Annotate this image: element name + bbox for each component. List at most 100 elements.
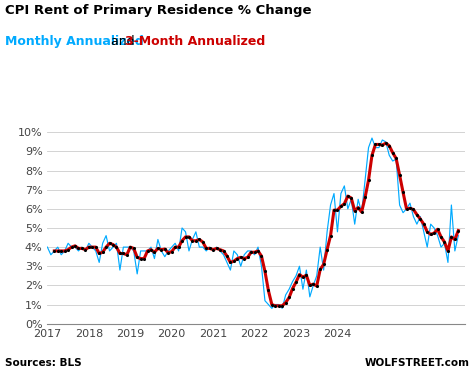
Point <box>410 206 417 212</box>
Point <box>172 244 179 250</box>
Point <box>109 241 117 247</box>
Point <box>182 234 189 240</box>
Point <box>247 249 255 255</box>
Point <box>140 256 148 262</box>
Point <box>133 254 141 260</box>
Point <box>444 248 452 254</box>
Point <box>313 283 320 289</box>
Point <box>382 140 390 146</box>
Point <box>161 246 169 252</box>
Point <box>99 249 107 255</box>
Point <box>302 272 310 278</box>
Point <box>164 250 172 256</box>
Point <box>375 141 383 147</box>
Point <box>196 237 203 243</box>
Point <box>119 250 127 256</box>
Point <box>237 254 245 260</box>
Point <box>337 203 345 209</box>
Point <box>441 239 448 245</box>
Point <box>365 177 372 183</box>
Point <box>106 240 113 246</box>
Point <box>92 244 100 250</box>
Point <box>379 142 386 148</box>
Point <box>278 303 286 309</box>
Point <box>330 207 338 213</box>
Point <box>396 172 403 178</box>
Point <box>175 244 182 250</box>
Point <box>210 247 217 253</box>
Point <box>71 243 79 249</box>
Point <box>251 249 258 255</box>
Point <box>258 253 265 259</box>
Point <box>323 247 331 253</box>
Text: CPI Rent of Primary Residence % Change: CPI Rent of Primary Residence % Change <box>5 4 311 17</box>
Point <box>85 244 92 250</box>
Point <box>154 246 162 251</box>
Point <box>168 248 175 254</box>
Point <box>437 234 445 240</box>
Point <box>199 239 207 245</box>
Point <box>334 207 341 213</box>
Point <box>455 228 462 234</box>
Point <box>82 247 89 253</box>
Point <box>230 258 237 264</box>
Point <box>61 248 68 254</box>
Point <box>406 205 414 211</box>
Point <box>427 231 435 237</box>
Point <box>54 248 62 254</box>
Point <box>310 281 317 287</box>
Point <box>75 246 82 251</box>
Point <box>254 248 262 254</box>
Point <box>123 252 131 258</box>
Point <box>447 234 455 240</box>
Point <box>264 288 272 294</box>
Point <box>417 216 424 222</box>
Point <box>320 262 328 267</box>
Point <box>451 237 459 243</box>
Point <box>434 226 441 232</box>
Point <box>423 229 431 235</box>
Point <box>340 201 348 207</box>
Point <box>130 246 137 251</box>
Point <box>116 250 124 256</box>
Point <box>399 189 407 195</box>
Point <box>137 256 145 262</box>
Point <box>244 254 252 260</box>
Point <box>285 295 293 301</box>
Point <box>282 299 290 305</box>
Point <box>227 259 234 265</box>
Point <box>413 212 420 218</box>
Point <box>351 208 358 214</box>
Text: WOLFSTREET.com: WOLFSTREET.com <box>364 358 469 368</box>
Point <box>275 303 283 309</box>
Point <box>347 195 355 201</box>
Point <box>430 230 438 236</box>
Text: and: and <box>107 35 138 48</box>
Text: Sources: BLS: Sources: BLS <box>5 358 82 368</box>
Point <box>234 256 241 262</box>
Point <box>296 272 303 278</box>
Text: Monthly Annualized: Monthly Annualized <box>5 35 144 48</box>
Point <box>306 282 314 288</box>
Point <box>292 279 300 285</box>
Point <box>202 246 210 251</box>
Point <box>344 193 352 199</box>
Point <box>57 248 65 254</box>
Point <box>95 250 103 256</box>
Point <box>420 221 428 227</box>
Point <box>157 247 165 253</box>
Point <box>272 303 279 309</box>
Point <box>220 248 228 254</box>
Point <box>147 247 155 253</box>
Point <box>389 150 396 156</box>
Point <box>68 244 75 250</box>
Point <box>355 205 362 211</box>
Point <box>127 244 134 250</box>
Point <box>268 302 276 308</box>
Point <box>113 244 120 250</box>
Point <box>261 268 269 274</box>
Point <box>385 143 393 149</box>
Point <box>368 152 376 158</box>
Text: 3-Month Annualized: 3-Month Annualized <box>125 35 265 48</box>
Point <box>240 256 248 262</box>
